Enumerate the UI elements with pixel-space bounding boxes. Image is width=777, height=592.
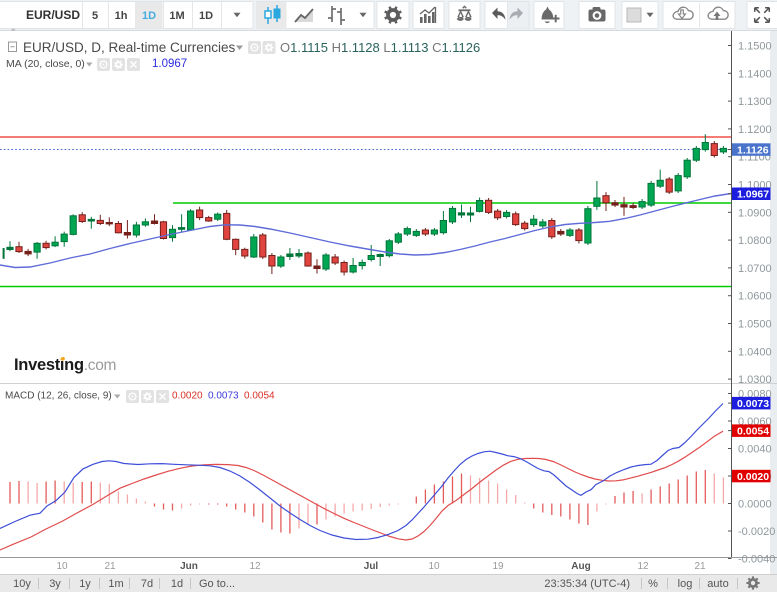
svg-text:10: 10 xyxy=(56,561,68,572)
svg-text:21: 21 xyxy=(694,561,706,572)
svg-text:0.0000: 0.0000 xyxy=(738,499,772,511)
svg-text:0.0020: 0.0020 xyxy=(737,471,769,483)
svg-text:1.0400: 1.0400 xyxy=(738,346,772,358)
svg-text:10: 10 xyxy=(428,561,440,572)
svg-text:1D: 1D xyxy=(142,10,156,22)
svg-text:Jul: Jul xyxy=(364,561,379,572)
svg-text:MA (20, close, 0): MA (20, close, 0) xyxy=(6,58,85,70)
svg-text:1M: 1M xyxy=(169,10,184,22)
svg-text:Aug: Aug xyxy=(571,561,590,572)
svg-text:1.0967: 1.0967 xyxy=(737,189,769,201)
svg-text:1.0800: 1.0800 xyxy=(738,235,772,247)
svg-text:0.0054: 0.0054 xyxy=(737,425,769,437)
svg-text:1d: 1d xyxy=(171,578,183,590)
svg-text:7d: 7d xyxy=(141,578,153,590)
svg-text:0.0054: 0.0054 xyxy=(244,391,275,402)
svg-text:%: % xyxy=(648,578,658,590)
svg-text:1.1500: 1.1500 xyxy=(738,41,772,53)
svg-text:EUR/USD: EUR/USD xyxy=(26,8,80,22)
svg-text:1m: 1m xyxy=(108,578,123,590)
svg-text:O1.1115 H1.1128 L1.1113 C1.: O1.1115 H1.1128 L1.1113 C1.1126 xyxy=(280,40,480,55)
svg-text:10y: 10y xyxy=(13,578,31,590)
svg-text:-0.0040: -0.0040 xyxy=(738,554,775,566)
svg-text:1.0300: 1.0300 xyxy=(738,374,772,386)
svg-text:5: 5 xyxy=(92,10,98,22)
svg-text:1.1300: 1.1300 xyxy=(738,96,772,108)
svg-text:0.0073: 0.0073 xyxy=(208,391,239,402)
svg-text:12: 12 xyxy=(249,561,261,572)
svg-text:0.0040: 0.0040 xyxy=(738,444,772,456)
svg-text:1D: 1D xyxy=(199,10,213,22)
svg-text:Go to...: Go to... xyxy=(199,578,235,590)
svg-text:21: 21 xyxy=(104,561,116,572)
svg-text:1.0600: 1.0600 xyxy=(738,291,772,303)
svg-text:0.0073: 0.0073 xyxy=(737,398,769,410)
svg-text:-0.0020: -0.0020 xyxy=(738,526,775,538)
svg-text:12: 12 xyxy=(637,561,649,572)
svg-text:1.1400: 1.1400 xyxy=(738,68,772,80)
svg-text:1.1126: 1.1126 xyxy=(737,144,769,156)
svg-text:MACD (12, 26, close, 9): MACD (12, 26, close, 9) xyxy=(5,391,112,402)
svg-text:0.0020: 0.0020 xyxy=(172,391,203,402)
svg-text:1.1200: 1.1200 xyxy=(738,124,772,136)
svg-text:1.0700: 1.0700 xyxy=(738,263,772,275)
svg-text:3y: 3y xyxy=(49,578,61,590)
svg-text:log: log xyxy=(678,578,693,590)
svg-text:19: 19 xyxy=(492,561,504,572)
svg-text:Jun: Jun xyxy=(180,561,198,572)
svg-text:1.0967: 1.0967 xyxy=(152,58,187,70)
svg-text:EUR/USD, D, Real-time Currenci: EUR/USD, D, Real-time Currencies xyxy=(23,40,236,55)
svg-text:23:35:34 (UTC-4): 23:35:34 (UTC-4) xyxy=(544,578,630,590)
svg-text:Investing.com: Investing.com xyxy=(14,356,116,374)
svg-text:1.0500: 1.0500 xyxy=(738,319,772,331)
svg-text:1h: 1h xyxy=(115,10,128,22)
svg-text:1.0900: 1.0900 xyxy=(738,207,772,219)
svg-text:1y: 1y xyxy=(79,578,91,590)
svg-text:auto: auto xyxy=(707,578,728,590)
